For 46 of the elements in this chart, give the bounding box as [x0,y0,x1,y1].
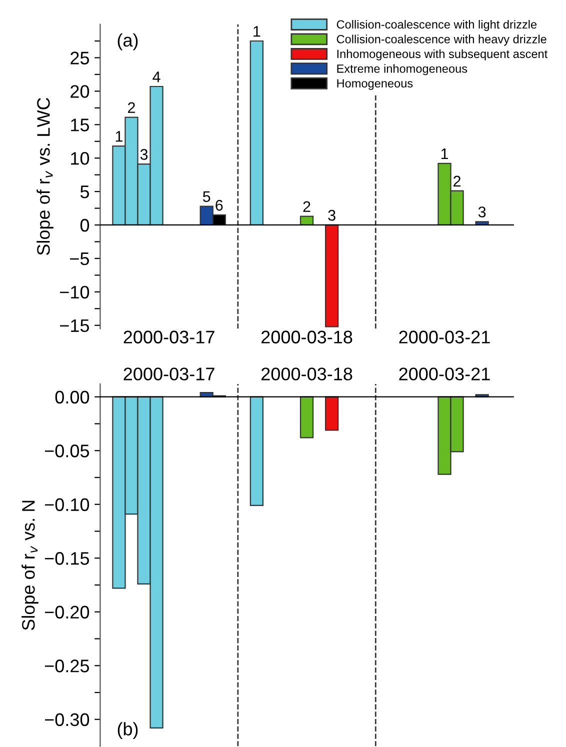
y-tick-label: 5 [80,186,90,198]
bar [325,224,339,328]
y-tick-label: −0.30 [44,713,90,726]
bar [250,40,264,226]
text: 2000-03-18 [262,330,352,344]
y-axis-title: Slope of r$_{v}$ vs. N [22,500,38,630]
annotation: 4 [152,72,160,82]
annotation: 6 [216,200,223,211]
annotation: 3 [328,210,336,221]
y-tick-label: −0.20 [44,606,90,619]
annotation: 3 [140,149,148,160]
annotation: 2 [303,201,310,212]
text: 2000-03-18 [262,368,352,380]
y-tick-label: −10 [60,286,90,299]
annotation: 1 [441,148,448,160]
annotation: 1 [254,26,260,37]
bar [300,216,314,226]
y-tick-label: −15 [60,319,90,332]
annotation: (b) [118,722,138,739]
text: 2000-03-21 [399,368,490,380]
annotation: 2 [454,176,460,186]
annotation: 5 [202,191,210,202]
y-tick-label: 25 [70,52,90,64]
y-axis-title: Slope of r$_{v}$ vs. LWC [36,98,54,256]
y-tick-label: −0.10 [44,498,90,512]
y-tick-label: 0.00 [55,390,90,404]
legend-label: Inhomogeneous with subsequent ascent [337,49,548,60]
text: 2000-03-17 [124,330,214,344]
y-tick-label: −0.15 [44,552,90,565]
legend-label: Homogeneous [337,79,413,90]
text: 2000-03-21 [399,330,490,344]
y-tick-label: −0.05 [44,444,90,458]
y-tick-label: −0.25 [44,660,90,672]
annotation: 1 [116,131,122,142]
annotation: 3 [478,206,486,218]
legend-label: Collision-coalescence with heavy drizzle [336,34,546,46]
annotation: (a) [118,33,138,50]
legend-label: Collision-coalescence with light drizzle [336,20,537,31]
y-tick-label: 20 [70,85,90,98]
text: 2000-03-17 [124,368,214,380]
legend-label: Extreme inhomogeneous [337,64,468,76]
y-tick-label: 10 [71,152,90,165]
annotation: 2 [128,102,135,113]
y-tick-label: 0 [80,218,90,232]
y-tick-label: −5 [70,252,90,266]
y-tick-label: 15 [71,118,90,132]
